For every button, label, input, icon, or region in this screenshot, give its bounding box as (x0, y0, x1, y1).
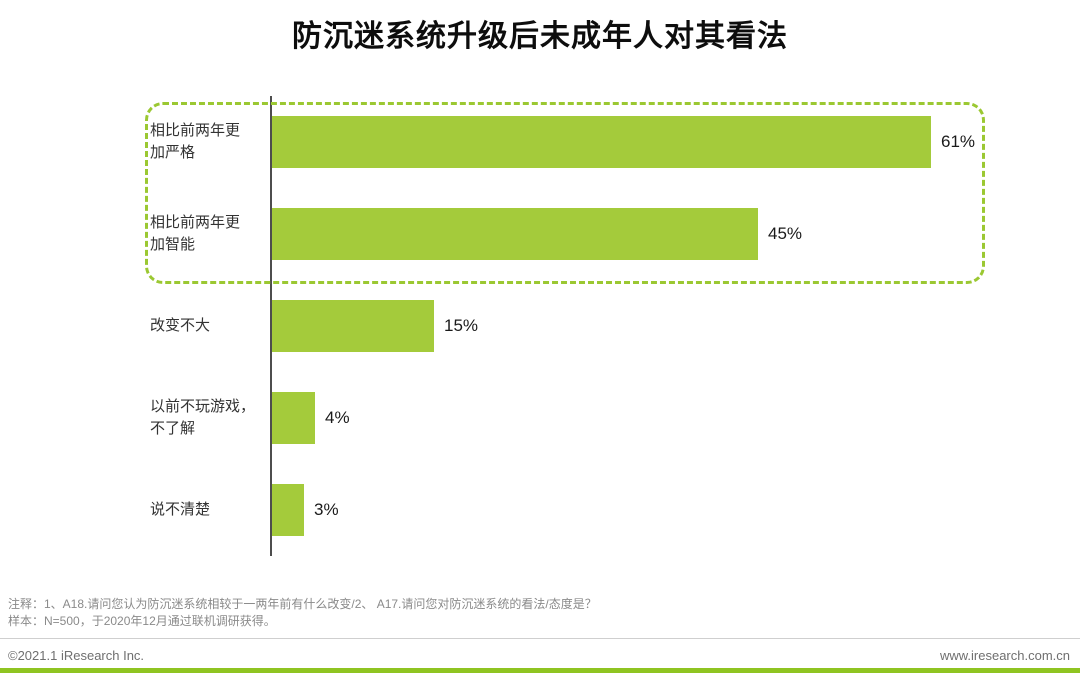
category-label: 相比前两年更 加智能 (150, 214, 241, 253)
chart-rows: 相比前两年更 加严格 61% 相比前两年更 加智能 45% 改变不大 15% 以前不玩游戏， 不了… (0, 96, 1080, 556)
bar (272, 116, 931, 168)
chart-row: 改变不大 15% (0, 280, 1080, 372)
value-label: 4% (325, 408, 350, 427)
bar (272, 208, 758, 260)
category-label: 相比前两年更 加严格 (150, 122, 241, 161)
value-label: 3% (314, 500, 339, 519)
value-label: 61% (941, 132, 976, 151)
chart-row: 说不清楚 3% (0, 464, 1080, 556)
horizontal-bar-chart: 相比前两年更 加严格 61% 相比前两年更 加智能 45% 改变不大 15% 以前不玩游戏， 不了… (0, 96, 1080, 556)
chart-row: 相比前两年更 加智能 45% (0, 188, 1080, 280)
note-line-1: 注释：1、A18.请问您认为防沉迷系统相较于一两年前有什么改变/2、 A17.请… (8, 597, 597, 611)
footer: ©2021.1 iResearch Inc. www.iresearch.com… (0, 639, 1080, 663)
chart-row: 以前不玩游戏， 不了解 4% (0, 372, 1080, 464)
footer-divider (0, 637, 1080, 639)
note-line-2: 样本：N=500，于2020年12月通过联机调研获得。 (8, 614, 276, 629)
bar (272, 484, 304, 536)
copyright-text: ©2021.1 iResearch Inc. (8, 647, 145, 663)
bar (272, 300, 434, 352)
chart-title: 防沉迷系统升级后未成年人对其看法 (292, 20, 788, 53)
website-link[interactable]: www.iresearch.com.cn (939, 647, 1070, 663)
y-axis-line (270, 96, 272, 556)
category-label: 说不清楚 (150, 501, 211, 519)
bottom-accent-bar (0, 668, 1080, 673)
category-label: 改变不大 (150, 317, 211, 335)
value-label: 15% (444, 316, 479, 335)
footnotes: 注释：1、A18.请问您认为防沉迷系统相较于一两年前有什么改变/2、 A17.请… (8, 596, 1080, 631)
bar (272, 392, 315, 444)
chart-row: 相比前两年更 加严格 61% (0, 96, 1080, 188)
value-label: 45% (768, 224, 803, 243)
category-label: 以前不玩游戏， 不了解 (150, 398, 256, 437)
